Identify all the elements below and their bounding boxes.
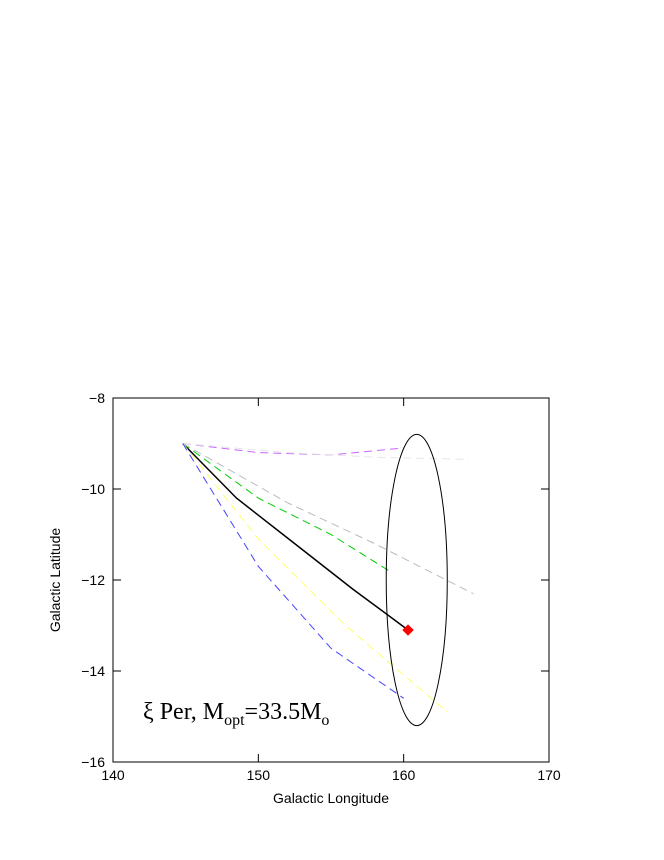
series-line-6 bbox=[182, 443, 404, 699]
series-line-1 bbox=[182, 443, 404, 456]
y-tick-label: −14 bbox=[81, 663, 105, 679]
series-line-3 bbox=[182, 443, 390, 572]
x-tick-label: 160 bbox=[392, 767, 416, 783]
y-tick-label: −8 bbox=[89, 390, 105, 406]
end-diamond-marker bbox=[402, 624, 414, 636]
error-ellipse bbox=[385, 433, 448, 727]
series-line-2 bbox=[182, 443, 470, 460]
annotation-sub-o: o bbox=[321, 712, 329, 729]
annotation-label: ξ Per, Mopt=33.5Mo bbox=[143, 699, 329, 729]
markers-layer bbox=[402, 624, 414, 636]
y-tick-label: −16 bbox=[81, 754, 105, 770]
series-line-0 bbox=[182, 442, 409, 631]
series-line-4 bbox=[182, 443, 474, 595]
x-axis-title: Galactic Longitude bbox=[273, 790, 389, 806]
annotation-sub-opt: opt bbox=[224, 712, 245, 729]
y-axis-title: Galactic Latitude bbox=[47, 528, 63, 632]
annotation-mass: =33.5M bbox=[245, 699, 322, 725]
x-tick-label: 150 bbox=[247, 767, 271, 783]
annotation-star: ξ Per, M bbox=[143, 699, 224, 725]
y-tick-label: −12 bbox=[81, 572, 105, 588]
x-tick-label: 170 bbox=[537, 767, 561, 783]
y-tick-label: −10 bbox=[81, 481, 105, 497]
x-tick-label: 140 bbox=[101, 767, 125, 783]
axis-ticks: 140 150 160 170 −16 −14 −12 −10 −8 bbox=[81, 390, 561, 783]
series-line-5 bbox=[182, 443, 448, 713]
series-layer bbox=[182, 433, 474, 727]
